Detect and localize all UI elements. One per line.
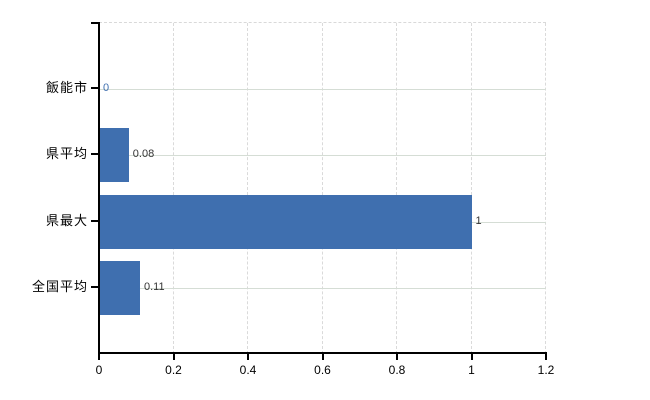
y-axis-top-tick bbox=[91, 22, 98, 24]
vertical-gridline bbox=[247, 23, 248, 354]
y-tick bbox=[91, 219, 98, 222]
bar-県最大 bbox=[99, 194, 472, 249]
y-axis-line bbox=[98, 22, 100, 353]
category-label: 全国平均 bbox=[31, 278, 88, 294]
x-tick bbox=[396, 354, 398, 360]
x-tick-label: 0 bbox=[95, 363, 103, 377]
x-tick bbox=[321, 354, 324, 360]
x-tick bbox=[172, 354, 175, 360]
x-tick bbox=[545, 354, 547, 360]
value-label: 1 bbox=[475, 214, 482, 227]
y-tick bbox=[91, 87, 98, 90]
x-tick-label: 0.2 bbox=[165, 363, 182, 377]
y-tick bbox=[91, 285, 98, 288]
x-tick-label: 0.4 bbox=[239, 363, 257, 377]
bar-県平均 bbox=[99, 128, 129, 183]
bar-全国平均 bbox=[99, 260, 140, 315]
horizontal-gridline bbox=[99, 89, 546, 91]
horizontal-gridline bbox=[99, 287, 546, 289]
category-label: 県最大 bbox=[45, 212, 88, 228]
vertical-gridline bbox=[321, 23, 323, 354]
plot-area bbox=[99, 22, 546, 354]
x-tick bbox=[98, 354, 100, 360]
vertical-gridline bbox=[545, 23, 546, 354]
x-tick-label: 0.6 bbox=[314, 363, 331, 377]
value-label: 0 bbox=[103, 82, 110, 95]
value-label: 0.08 bbox=[132, 148, 155, 161]
horizontal-gridline bbox=[99, 155, 546, 157]
category-label: 県平均 bbox=[45, 146, 88, 162]
category-label: 飯能市 bbox=[45, 80, 88, 96]
x-tick-label: 1.2 bbox=[537, 363, 555, 377]
vertical-gridline bbox=[396, 23, 397, 354]
vertical-gridline bbox=[172, 23, 174, 354]
vertical-gridline bbox=[470, 23, 472, 354]
x-tick bbox=[247, 354, 249, 360]
x-tick-label: 1 bbox=[468, 363, 475, 377]
x-axis-line bbox=[98, 352, 547, 354]
x-tick-label: 0.8 bbox=[388, 363, 406, 377]
value-label: 0.11 bbox=[143, 280, 165, 293]
x-tick bbox=[470, 354, 473, 360]
y-tick bbox=[91, 153, 98, 156]
